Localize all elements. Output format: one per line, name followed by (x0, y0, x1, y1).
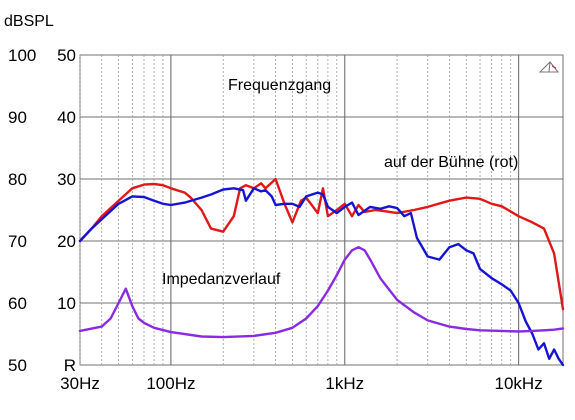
grid (79, 54, 564, 366)
series-line-purple (78, 245, 565, 339)
x-tick-label: 30Hz (60, 374, 100, 393)
y-tick-label-spl: 100 (8, 46, 36, 65)
y-tick-label-spl: 90 (8, 108, 27, 127)
x-tick-label: 10kHz (495, 374, 543, 393)
corner-logo (538, 61, 560, 73)
y-tick-label-impedance: 40 (57, 108, 76, 127)
series-lines (78, 177, 565, 367)
y-tick-label-spl: 80 (8, 170, 27, 189)
series-line-red (78, 177, 565, 311)
series-line-blue (78, 187, 565, 367)
y-tick-label-impedance: 50 (57, 46, 76, 65)
x-tick-label: 1kHz (325, 374, 364, 393)
y-axis-ticks: 100 50 90 40 80 30 70 20 60 10 50 R (8, 46, 76, 375)
y-tick-label-impedance: 20 (57, 232, 76, 251)
y-unit-label: dBSPL (4, 13, 54, 30)
y-tick-label-spl: 60 (8, 294, 27, 313)
plot-frame (79, 54, 564, 366)
annotation-buehne: auf der Bühne (rot) (384, 154, 518, 171)
annotation-impedanzverlauf: Impedanzverlauf (162, 271, 281, 288)
y-tick-label-impedance: 10 (57, 294, 76, 313)
annotation-frequenzgang: Frequenzgang (228, 77, 331, 94)
y-tick-label-impedance: R (64, 356, 76, 375)
x-axis-ticks: 30Hz 100Hz 1kHz 10kHz (60, 374, 543, 393)
y-tick-label-impedance: 30 (57, 170, 76, 189)
y-tick-label-spl: 70 (8, 232, 27, 251)
x-tick-label: 100Hz (146, 374, 195, 393)
y-tick-label-spl: 50 (8, 356, 27, 375)
